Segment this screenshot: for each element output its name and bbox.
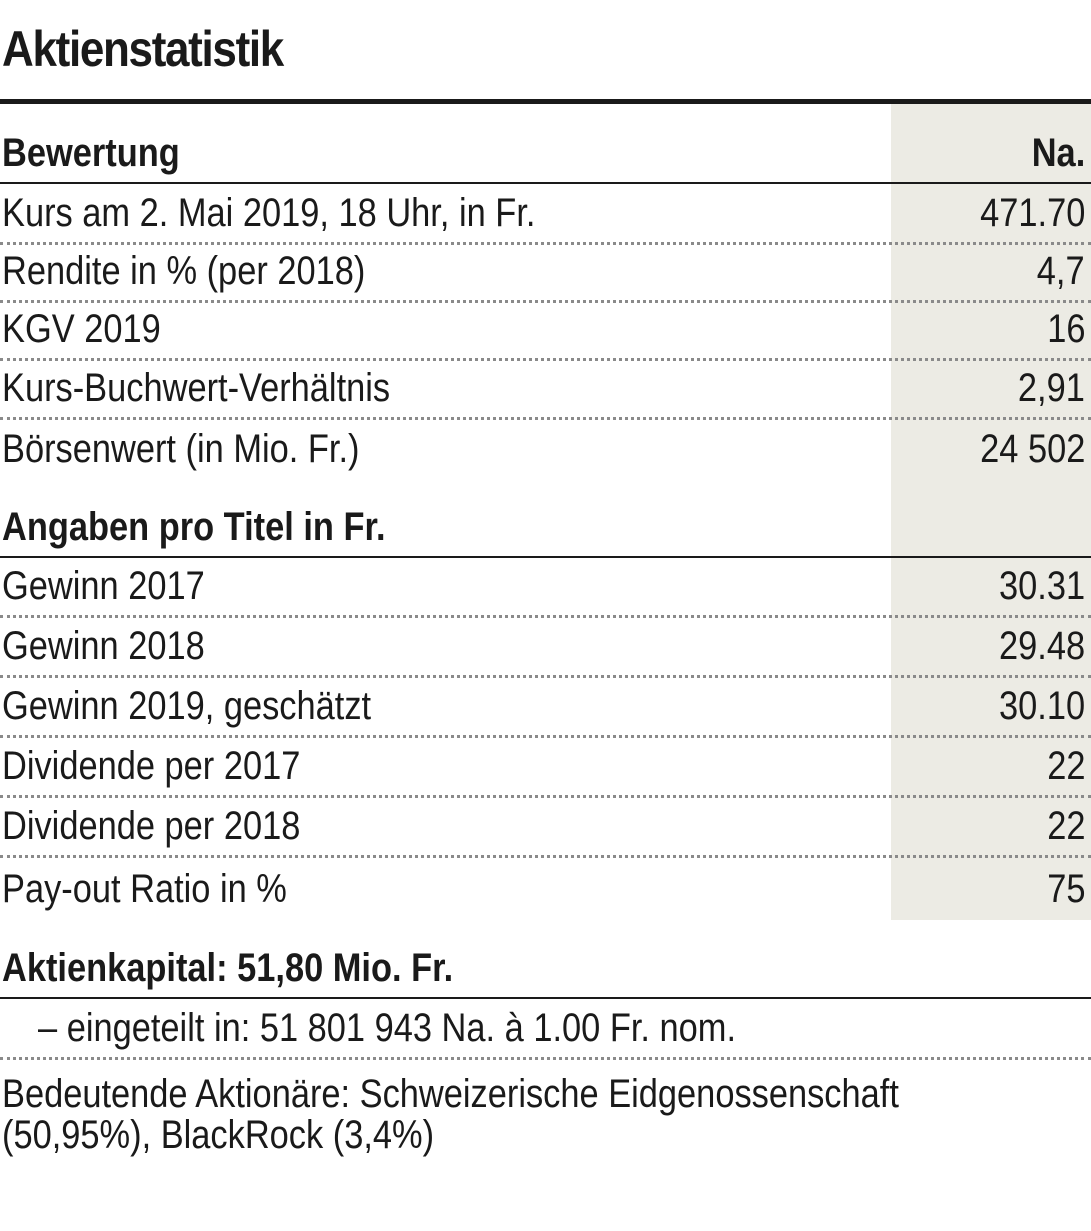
page-title: Aktienstatistik <box>2 21 284 77</box>
table-row: Dividende per 2017 22 <box>0 738 1091 798</box>
table-row: Börsenwert (in Mio. Fr.) 24 502 <box>0 420 1091 478</box>
shareholders-note: Bedeutende Aktionäre: Schweizerische Eid… <box>2 1074 1034 1156</box>
aktienkapital-label: Aktienkapital: 51,80 Mio. Fr. <box>2 946 454 990</box>
shareholders-line-1: Bedeutende Aktionäre: Schweizerische Eid… <box>2 1072 899 1116</box>
table-row: Gewinn 2018 29.48 <box>0 618 1091 678</box>
row-label: Börsenwert (in Mio. Fr.) <box>2 427 360 471</box>
dotted-divider <box>0 1057 1091 1060</box>
column-header: Na. <box>1031 131 1085 175</box>
aktienkapital-detail-row: – eingeteilt in: 51 801 943 Na. à 1.00 F… <box>0 999 1091 1057</box>
table-row: Gewinn 2019, geschätzt 30.10 <box>0 678 1091 738</box>
table-row: KGV 2019 16 <box>0 303 1091 361</box>
row-label: Gewinn 2017 <box>2 564 205 608</box>
row-value: 4,7 <box>1037 249 1085 293</box>
table-row: Rendite in % (per 2018) 4,7 <box>0 245 1091 303</box>
row-label: Dividende per 2018 <box>2 804 301 848</box>
row-label: Dividende per 2017 <box>2 744 301 788</box>
row-value: 30.31 <box>998 564 1085 608</box>
row-label: Kurs-Buchwert-Verhältnis <box>2 366 391 410</box>
table-row: Kurs-Buchwert-Verhältnis 2,91 <box>0 361 1091 420</box>
aktienkapital-heading: Aktienkapital: 51,80 Mio. Fr. <box>0 935 1091 999</box>
row-value: 75 <box>1046 867 1085 911</box>
row-value: 30.10 <box>998 684 1085 728</box>
row-value: 29.48 <box>998 624 1085 668</box>
aktienkapital-detail: – eingeteilt in: 51 801 943 Na. à 1.00 F… <box>38 1006 737 1050</box>
title-rule <box>0 99 1091 104</box>
row-value: 471.70 <box>979 191 1085 235</box>
row-value: 24 502 <box>979 427 1085 471</box>
row-label: Rendite in % (per 2018) <box>2 249 366 293</box>
section-heading: Bewertung <box>2 131 180 175</box>
section-heading: Angaben pro Titel in Fr. <box>2 505 386 549</box>
row-label: Pay-out Ratio in % <box>2 867 287 911</box>
row-label: Gewinn 2018 <box>2 624 205 668</box>
section-header-angaben: Angaben pro Titel in Fr. <box>0 494 1091 558</box>
section-header-bewertung: Bewertung Na. <box>0 104 1091 184</box>
row-label: Gewinn 2019, geschätzt <box>2 684 372 728</box>
row-value: 2,91 <box>1018 366 1085 410</box>
table-row: Kurs am 2. Mai 2019, 18 Uhr, in Fr. 471.… <box>0 184 1091 245</box>
shareholders-line-2: (50,95%), BlackRock (3,4%) <box>2 1113 435 1157</box>
value-column-shading <box>891 104 1091 920</box>
table-row: Pay-out Ratio in % 75 <box>0 858 1091 918</box>
row-value: 16 <box>1046 307 1085 351</box>
table-row: Gewinn 2017 30.31 <box>0 558 1091 618</box>
row-label: Kurs am 2. Mai 2019, 18 Uhr, in Fr. <box>2 191 536 235</box>
row-label: KGV 2019 <box>2 307 161 351</box>
table-row: Dividende per 2018 22 <box>0 798 1091 858</box>
row-value: 22 <box>1046 804 1085 848</box>
row-value: 22 <box>1046 744 1085 788</box>
